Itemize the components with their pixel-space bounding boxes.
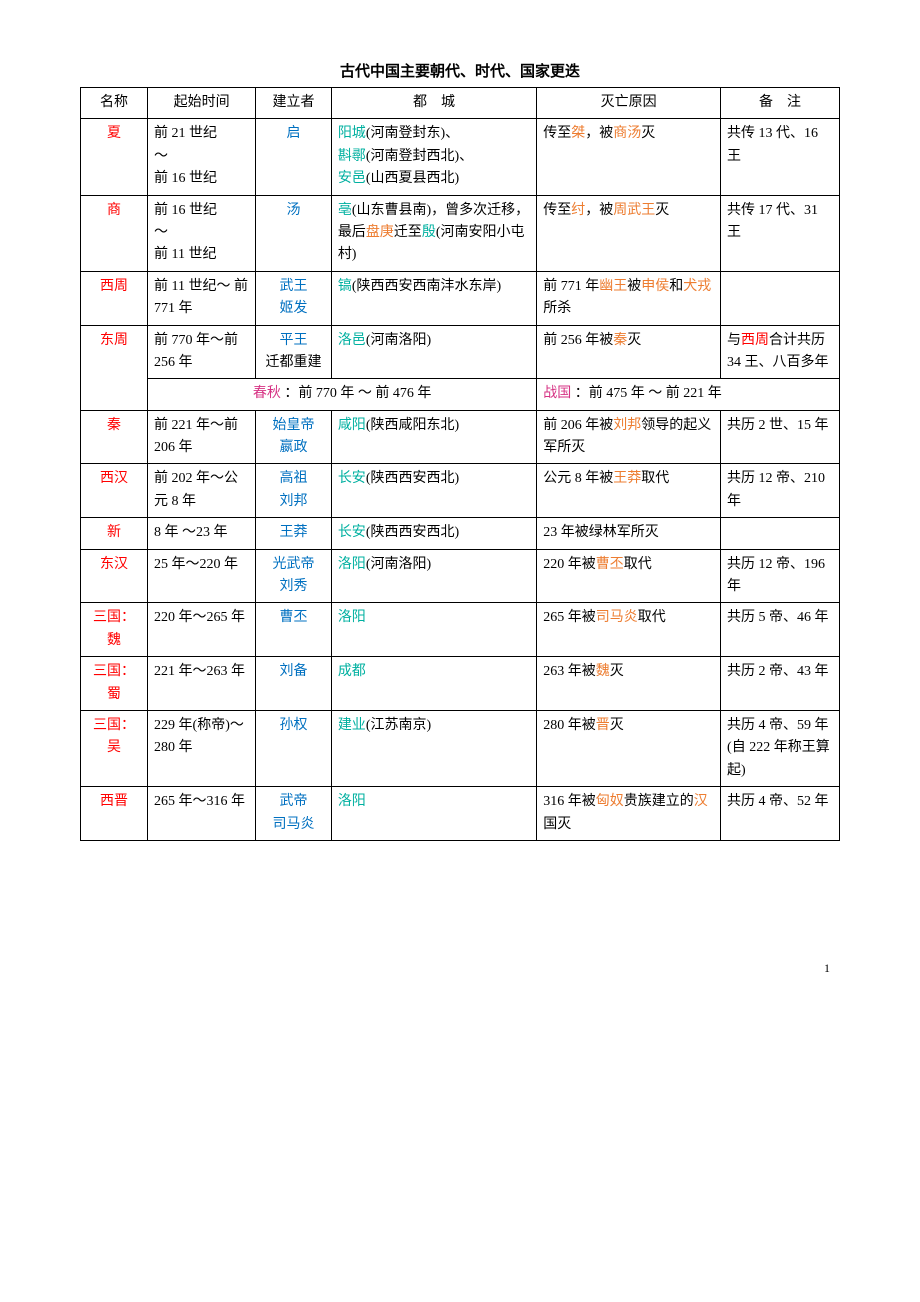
cell-time: 前 202 年～公元 8 年 <box>148 464 256 518</box>
cell-capital: 洛阳(河南洛阳) <box>331 549 536 603</box>
cell-founder: 高祖 刘邦 <box>256 464 332 518</box>
cell-time: 前 221 年～前 206 年 <box>148 410 256 464</box>
cell-founder: 王莽 <box>279 525 307 540</box>
col-header-capital: 都 城 <box>331 88 536 119</box>
cell-time: 前 11 世纪～ 前 771 年 <box>148 271 256 325</box>
cell-note: 共历 5 帝、46 年 <box>721 603 840 657</box>
table-row: 东周 前 770 年～前 256 年 平王 迁都重建 洛邑(河南洛阳) 前 25… <box>81 325 840 379</box>
cell-fall: 前 771 年幽王被申侯和犬戎所杀 <box>537 271 721 325</box>
table-row: 商 前 16 世纪 ～ 前 11 世纪 汤 亳(山东曹县南)，曾多次迁移，最后盘… <box>81 195 840 271</box>
cell-founder: 光武帝 刘秀 <box>256 549 332 603</box>
cell-time: 8 年 ～23 年 <box>148 518 256 549</box>
table-row: 新 8 年 ～23 年 王莽 长安(陕西西安西北) 23 年被绿林军所灭 <box>81 518 840 549</box>
cell-note: 共历 2 帝、43 年 <box>721 657 840 711</box>
dynasty-name: 东汉 <box>100 557 128 572</box>
cell-founder: 刘备 <box>279 664 307 679</box>
cell-time: 265 年～316 年 <box>148 787 256 841</box>
cell-fall: 前 206 年被刘邦领导的起义军所灭 <box>537 410 721 464</box>
cell-note: 与西周合计共历 34 王、八百多年 <box>721 325 840 379</box>
cell-chunqiu: 春秋 ：前 770 年 ～ 前 476 年 <box>148 379 537 410</box>
cell-time: 220 年～265 年 <box>148 603 256 657</box>
cell-founder: 孙权 <box>279 718 307 733</box>
cell-fall: 220 年被曹丕取代 <box>537 549 721 603</box>
cell-capital: 洛阳 <box>338 794 366 809</box>
cell-capital: 长安(陕西西安西北) <box>331 518 536 549</box>
cell-fall: 传至桀，被商汤灭 <box>537 119 721 195</box>
table-row: 三国：蜀 221 年～263 年 刘备 成都 263 年被魏灭 共历 2 帝、4… <box>81 657 840 711</box>
cell-zhanguo: 战国 ：前 475 年 ～ 前 221 年 <box>537 379 840 410</box>
cell-fall: 传至纣，被周武王灭 <box>537 195 721 271</box>
dynasties-table: 名称 起始时间 建立者 都 城 灭亡原因 备 注 夏 前 21 世纪 ～ 前 1… <box>80 87 840 841</box>
col-header-time: 起始时间 <box>148 88 256 119</box>
cell-note: 共传 13 代、16 王 <box>721 119 840 195</box>
cell-capital: 洛邑(河南洛阳) <box>331 325 536 379</box>
cell-capital: 阳城(河南登封东)、 斟鄩(河南登封西北)、 安邑(山西夏县西北) <box>331 119 536 195</box>
col-header-note: 备 注 <box>721 88 840 119</box>
cell-founder: 启 <box>286 126 300 141</box>
cell-founder: 汤 <box>286 203 300 218</box>
cell-fall: 前 256 年被秦灭 <box>537 325 721 379</box>
dynasty-name: 西汉 <box>100 471 128 486</box>
table-row: 西晋 265 年～316 年 武帝 司马炎 洛阳 316 年被匈奴贵族建立的汉国… <box>81 787 840 841</box>
table-row: 三国：吴 229 年(称帝)～280 年 孙权 建业(江苏南京) 280 年被晋… <box>81 710 840 786</box>
dynasty-name: 夏 <box>107 126 121 141</box>
cell-fall: 263 年被魏灭 <box>537 657 721 711</box>
dynasty-name: 东周 <box>100 333 128 348</box>
cell-time: 前 16 世纪 ～ 前 11 世纪 <box>148 195 256 271</box>
dynasty-name: 三国：蜀 <box>81 657 148 711</box>
dynasty-name: 三国：魏 <box>81 603 148 657</box>
cell-founder: 武王 姬发 <box>256 271 332 325</box>
table-row: 三国：魏 220 年～265 年 曹丕 洛阳 265 年被司马炎取代 共历 5 … <box>81 603 840 657</box>
cell-note: 共历 4 帝、52 年 <box>721 787 840 841</box>
cell-capital: 长安(陕西西安西北) <box>331 464 536 518</box>
cell-fall: 公元 8 年被王莽取代 <box>537 464 721 518</box>
cell-time: 25 年～220 年 <box>148 549 256 603</box>
dynasty-name: 商 <box>107 203 121 218</box>
cell-note: 共历 4 帝、59 年(自 222 年称王算起) <box>721 710 840 786</box>
cell-fall: 280 年被晋灭 <box>537 710 721 786</box>
dynasty-name: 西周 <box>100 279 128 294</box>
table-sub-row: 春秋 ：前 770 年 ～ 前 476 年 战国 ：前 475 年 ～ 前 22… <box>81 379 840 410</box>
cell-note: 共历 12 帝、210 年 <box>721 464 840 518</box>
col-header-fall: 灭亡原因 <box>537 88 721 119</box>
cell-fall: 23 年被绿林军所灭 <box>537 518 721 549</box>
dynasty-name: 西晋 <box>100 794 128 809</box>
cell-time: 前 770 年～前 256 年 <box>148 325 256 379</box>
cell-note <box>721 271 840 325</box>
cell-founder: 平王 迁都重建 <box>256 325 332 379</box>
cell-time: 221 年～263 年 <box>148 657 256 711</box>
table-row: 夏 前 21 世纪 ～ 前 16 世纪 启 阳城(河南登封东)、 斟鄩(河南登封… <box>81 119 840 195</box>
cell-capital: 建业(江苏南京) <box>331 710 536 786</box>
dynasty-name: 新 <box>107 525 121 540</box>
table-header-row: 名称 起始时间 建立者 都 城 灭亡原因 备 注 <box>81 88 840 119</box>
table-row: 东汉 25 年～220 年 光武帝 刘秀 洛阳(河南洛阳) 220 年被曹丕取代… <box>81 549 840 603</box>
cell-time: 229 年(称帝)～280 年 <box>148 710 256 786</box>
cell-time: 前 21 世纪 ～ 前 16 世纪 <box>148 119 256 195</box>
page-title: 古代中国主要朝代、时代、国家更迭 <box>80 60 840 81</box>
cell-note: 共历 12 帝、196 年 <box>721 549 840 603</box>
dynasty-name: 秦 <box>107 418 121 433</box>
cell-note: 共历 2 世、15 年 <box>721 410 840 464</box>
cell-note: 共传 17 代、31 王 <box>721 195 840 271</box>
table-row: 西汉 前 202 年～公元 8 年 高祖 刘邦 长安(陕西西安西北) 公元 8 … <box>81 464 840 518</box>
cell-founder: 曹丕 <box>279 610 307 625</box>
cell-fall: 265 年被司马炎取代 <box>537 603 721 657</box>
cell-capital: 亳(山东曹县南)，曾多次迁移，最后盘庚迁至殷(河南安阳小屯村) <box>331 195 536 271</box>
table-row: 西周 前 11 世纪～ 前 771 年 武王 姬发 镐(陕西西安西南沣水东岸) … <box>81 271 840 325</box>
cell-capital: 咸阳(陕西咸阳东北) <box>331 410 536 464</box>
cell-note <box>721 518 840 549</box>
cell-capital: 成都 <box>338 664 366 679</box>
cell-founder: 武帝 司马炎 <box>256 787 332 841</box>
col-header-name: 名称 <box>81 88 148 119</box>
cell-fall: 316 年被匈奴贵族建立的汉国灭 <box>537 787 721 841</box>
table-row: 秦 前 221 年～前 206 年 始皇帝 嬴政 咸阳(陕西咸阳东北) 前 20… <box>81 410 840 464</box>
page-number: 1 <box>80 961 840 976</box>
col-header-founder: 建立者 <box>256 88 332 119</box>
dynasty-name: 三国：吴 <box>81 710 148 786</box>
cell-capital: 洛阳 <box>338 610 366 625</box>
cell-founder: 始皇帝 嬴政 <box>256 410 332 464</box>
cell-capital: 镐(陕西西安西南沣水东岸) <box>331 271 536 325</box>
